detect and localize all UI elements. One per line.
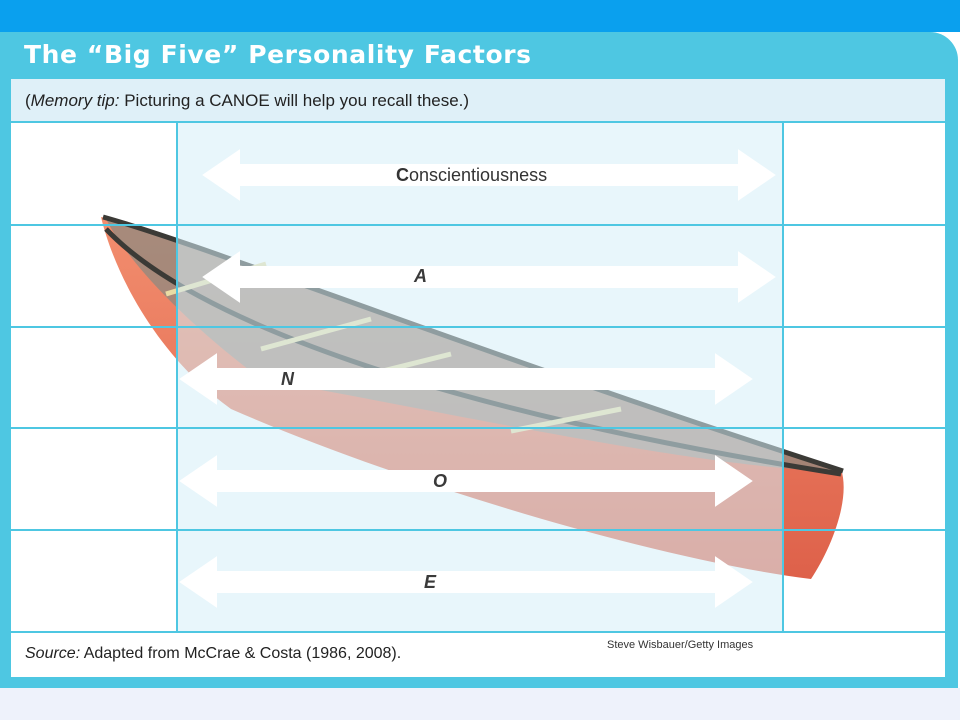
grid-col-divider: [176, 123, 178, 631]
grid-row-divider: [11, 326, 947, 328]
source-row: Source: Adapted from McCrae & Costa (198…: [11, 631, 945, 679]
factor-label-a: A: [414, 266, 427, 286]
double-arrow-e: [179, 556, 753, 608]
arrows-layer: [179, 149, 776, 608]
factor-label-conscientiousness: Conscientiousness: [396, 165, 547, 186]
double-arrow-c: [202, 149, 776, 201]
figure-title: The “Big Five” Personality Factors: [24, 40, 532, 69]
memory-tip: (Memory tip: Picturing a CANOE will help…: [25, 91, 469, 111]
grid-row-divider: [11, 427, 947, 429]
figure-content: (Memory tip: Picturing a CANOE will help…: [10, 78, 947, 679]
figure-panel: The “Big Five” Personality Factors: [0, 32, 958, 688]
memory-tip-open-paren: (: [25, 91, 31, 110]
factor-label-n: N: [281, 369, 294, 389]
bottom-strip: [0, 688, 960, 720]
memory-tip-row: (Memory tip: Picturing a CANOE will help…: [11, 79, 945, 123]
photo-credit: Steve Wisbauer/Getty Images: [607, 639, 754, 651]
grid-row-divider: [11, 529, 947, 531]
source-citation: Source: Adapted from McCrae & Costa (198…: [25, 645, 401, 663]
double-arrow-o: [179, 455, 753, 507]
grid-row-divider: [11, 224, 947, 226]
factor-rest: onscientiousness: [409, 165, 548, 185]
top-bar: [0, 0, 960, 32]
factor-initial: C: [396, 165, 409, 185]
factor-label-o: O: [433, 471, 448, 491]
double-arrow-n: [179, 353, 753, 405]
double-arrow-a: [202, 251, 776, 303]
grid-col-divider: [782, 123, 784, 631]
memory-tip-label: Memory tip:: [30, 91, 120, 110]
factor-label-e: E: [424, 572, 437, 592]
source-label: Source:: [25, 645, 81, 662]
memory-tip-text: Picturing a CANOE will help you recall t…: [124, 91, 470, 110]
source-text: Adapted from McCrae & Costa (1986, 2008)…: [83, 645, 402, 662]
